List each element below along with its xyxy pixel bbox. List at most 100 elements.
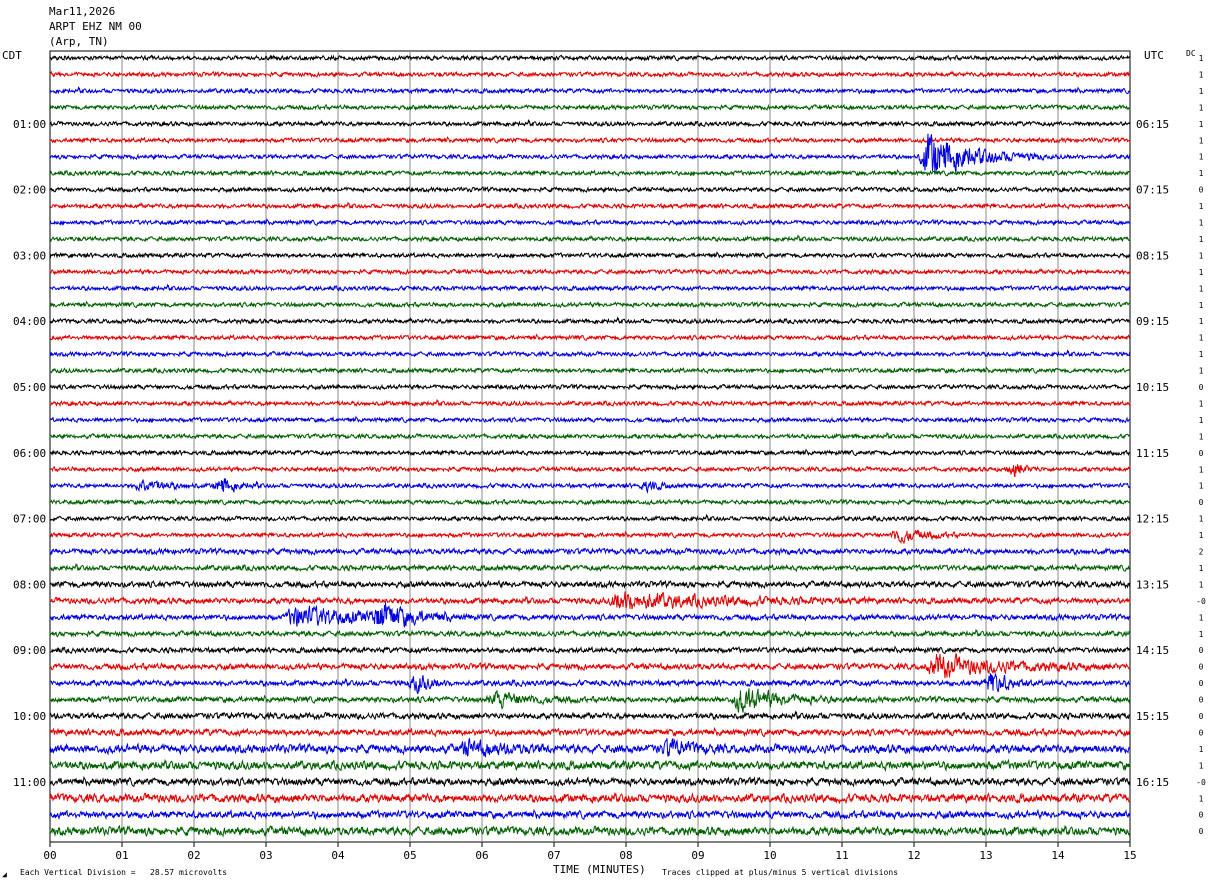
trace-35	[49, 628, 1131, 639]
dc-offset-label: 0	[1199, 449, 1204, 458]
header-location: (Arp, TN)	[49, 35, 109, 48]
dc-offset-label: 1	[1199, 70, 1204, 79]
x-tick-label: 05	[403, 849, 416, 862]
right-hour-label: 16:15	[1136, 776, 1169, 789]
dc-offset-label: 1	[1199, 416, 1204, 425]
dc-offset-label: 0	[1199, 663, 1204, 672]
right-hour-label: 11:15	[1136, 447, 1169, 460]
dc-offset-label: 0	[1199, 827, 1204, 836]
dc-offset-label: 1	[1199, 367, 1204, 376]
x-tick-label: 01	[115, 849, 128, 862]
dc-offset-label: 1	[1199, 317, 1204, 326]
dc-offset-label: 1	[1199, 761, 1204, 770]
header-date: Mar11,2026	[49, 5, 116, 18]
trace-47	[49, 824, 1131, 838]
trace-45	[49, 791, 1131, 805]
trace-30	[49, 546, 1130, 557]
right-hour-label: 08:15	[1136, 249, 1169, 262]
dc-offset-label: 1	[1199, 284, 1204, 293]
trace-28	[49, 513, 1131, 523]
trace-5	[49, 135, 1131, 144]
right-hour-label: 14:15	[1136, 644, 1169, 657]
dc-offset-label: 1	[1199, 399, 1204, 408]
dc-offset-label: 0	[1199, 696, 1204, 705]
trace-19	[49, 366, 1131, 375]
clip-text: Traces clipped at plus/minus 5 vertical …	[662, 868, 899, 877]
trace-13	[49, 267, 1131, 276]
x-tick-label: 08	[619, 849, 632, 862]
right-hour-label: 12:15	[1136, 513, 1169, 526]
left-hour-label: 09:00	[13, 644, 46, 657]
trace-37	[49, 652, 1131, 679]
dc-offset-label: 0	[1199, 811, 1204, 820]
trace-21	[49, 398, 1131, 408]
x-tick-label: 07	[547, 849, 560, 862]
header-station: ARPT EHZ NM 00	[49, 20, 142, 33]
right-hour-label: 15:15	[1136, 710, 1169, 723]
dc-offset-label: 0	[1199, 383, 1204, 392]
dc-offset-label: 1	[1199, 515, 1204, 524]
left-hour-label: 06:00	[13, 447, 46, 460]
trace-23	[49, 431, 1131, 441]
trace-14	[49, 283, 1131, 292]
trace-42	[49, 737, 1130, 758]
trace-25	[49, 464, 1131, 478]
trace-43	[49, 758, 1131, 773]
x-tick-label: 12	[907, 849, 920, 862]
dc-offset-label: 1	[1199, 564, 1204, 573]
trace-4	[49, 118, 1131, 128]
dc-offset-label: 1	[1199, 235, 1204, 244]
x-tick-label: 03	[259, 849, 272, 862]
x-tick-label: 00	[43, 849, 56, 862]
trace-31	[49, 562, 1131, 573]
dc-offset-label: 1	[1199, 120, 1204, 129]
plot-frame	[49, 50, 1131, 843]
dc-offset-label: -0	[1196, 597, 1206, 606]
dc-offset-label: 1	[1199, 613, 1204, 622]
left-hour-label: 01:00	[13, 118, 46, 131]
trace-27	[49, 497, 1131, 506]
trace-24	[49, 448, 1130, 457]
dc-offset-label: 1	[1199, 103, 1204, 112]
x-tick-label: 04	[331, 849, 345, 862]
x-tick-label: 10	[763, 849, 776, 862]
dc-offset-label: 1	[1199, 630, 1204, 639]
x-axis-label: TIME (MINUTES)	[553, 863, 646, 876]
left-hour-label: 02:00	[13, 184, 46, 197]
trace-33	[49, 591, 1131, 610]
dc-offset-label: 1	[1199, 580, 1204, 589]
left-hour-label: 07:00	[13, 513, 46, 526]
trace-29	[49, 529, 1131, 545]
dc-offset-label: 1	[1199, 136, 1204, 145]
x-tick-label: 14	[1051, 849, 1065, 862]
trace-17	[49, 333, 1130, 342]
right-hour-label: 13:15	[1136, 578, 1169, 591]
x-tick-label: 11	[835, 849, 848, 862]
right-hour-label: 10:15	[1136, 381, 1169, 394]
right-timezone-label: UTC	[1144, 49, 1164, 62]
trace-10	[49, 218, 1131, 227]
x-tick-label: 13	[979, 849, 992, 862]
dc-offset-label: 1	[1199, 153, 1204, 162]
trace-26	[49, 478, 1131, 495]
left-hour-label: 05:00	[13, 381, 46, 394]
dc-offset-label: 1	[1199, 301, 1204, 310]
dc-offset-label: 1	[1199, 54, 1204, 63]
trace-22	[49, 415, 1131, 424]
dc-offset-label: 1	[1199, 268, 1204, 277]
left-hour-label: 11:00	[13, 776, 46, 789]
left-hour-label: 04:00	[13, 315, 46, 328]
dc-offset-label: 1	[1199, 745, 1204, 754]
dc-offset-label: 0	[1199, 679, 1204, 688]
left-hour-label: 08:00	[13, 578, 46, 591]
trace-12	[49, 251, 1131, 259]
trace-46	[49, 808, 1131, 821]
trace-41	[49, 726, 1131, 738]
dc-offset-label: 2	[1199, 548, 1204, 557]
left-hour-label: 10:00	[13, 710, 46, 723]
dc-offset-label: 0	[1199, 498, 1204, 507]
dc-offset-label: 1	[1199, 202, 1204, 211]
dc-offset-label: 0	[1199, 728, 1204, 737]
dc-offset-label: 1	[1199, 87, 1204, 96]
